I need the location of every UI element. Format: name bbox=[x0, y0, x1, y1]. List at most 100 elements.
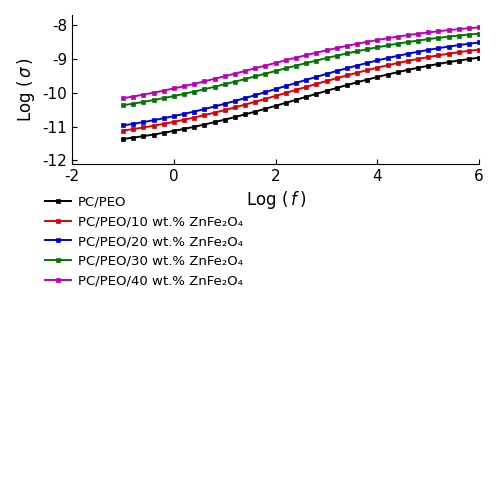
PC/PEO bbox=[283, 100, 289, 106]
PC/PEO/30 wt.% ZnFe₂O₄ bbox=[303, 60, 309, 66]
PC/PEO/30 wt.% ZnFe₂O₄ bbox=[232, 78, 238, 84]
PC/PEO/10 wt.% ZnFe₂O₄ bbox=[191, 114, 197, 120]
PC/PEO/40 wt.% ZnFe₂O₄ bbox=[222, 73, 228, 79]
PC/PEO/10 wt.% ZnFe₂O₄ bbox=[252, 99, 258, 105]
PC/PEO/20 wt.% ZnFe₂O₄ bbox=[323, 71, 329, 77]
PC/PEO/30 wt.% ZnFe₂O₄ bbox=[385, 42, 391, 48]
PC/PEO bbox=[476, 54, 482, 60]
PC/PEO bbox=[191, 124, 197, 130]
PC/PEO/20 wt.% ZnFe₂O₄ bbox=[212, 104, 218, 110]
PC/PEO/10 wt.% ZnFe₂O₄ bbox=[181, 117, 187, 123]
PC/PEO/10 wt.% ZnFe₂O₄ bbox=[405, 58, 411, 64]
PC/PEO bbox=[262, 106, 268, 112]
PC/PEO/20 wt.% ZnFe₂O₄ bbox=[415, 49, 421, 55]
PC/PEO/30 wt.% ZnFe₂O₄ bbox=[323, 55, 329, 61]
PC/PEO/20 wt.% ZnFe₂O₄ bbox=[202, 106, 208, 112]
PC/PEO/20 wt.% ZnFe₂O₄ bbox=[272, 86, 278, 92]
PC/PEO/20 wt.% ZnFe₂O₄ bbox=[425, 47, 431, 53]
PC/PEO bbox=[334, 85, 340, 91]
PC/PEO/10 wt.% ZnFe₂O₄ bbox=[202, 112, 208, 118]
PC/PEO/40 wt.% ZnFe₂O₄ bbox=[232, 70, 238, 76]
PC/PEO/20 wt.% ZnFe₂O₄ bbox=[191, 108, 197, 114]
PC/PEO/10 wt.% ZnFe₂O₄ bbox=[354, 70, 360, 75]
PC/PEO/10 wt.% ZnFe₂O₄ bbox=[364, 67, 370, 73]
PC/PEO/40 wt.% ZnFe₂O₄ bbox=[283, 58, 289, 64]
PC/PEO/30 wt.% ZnFe₂O₄ bbox=[171, 93, 177, 99]
PC/PEO/10 wt.% ZnFe₂O₄ bbox=[171, 119, 177, 125]
PC/PEO/30 wt.% ZnFe₂O₄ bbox=[252, 74, 258, 80]
PC/PEO/10 wt.% ZnFe₂O₄ bbox=[140, 124, 146, 130]
PC/PEO bbox=[446, 59, 452, 65]
PC/PEO/10 wt.% ZnFe₂O₄ bbox=[323, 78, 329, 84]
PC/PEO/20 wt.% ZnFe₂O₄ bbox=[405, 50, 411, 56]
PC/PEO/10 wt.% ZnFe₂O₄ bbox=[130, 126, 136, 132]
PC/PEO/20 wt.% ZnFe₂O₄ bbox=[120, 122, 126, 128]
PC/PEO/30 wt.% ZnFe₂O₄ bbox=[283, 66, 289, 71]
PC/PEO/20 wt.% ZnFe₂O₄ bbox=[456, 42, 462, 48]
PC/PEO/20 wt.% ZnFe₂O₄ bbox=[374, 58, 380, 64]
PC/PEO/20 wt.% ZnFe₂O₄ bbox=[151, 117, 157, 123]
PC/PEO/40 wt.% ZnFe₂O₄ bbox=[405, 32, 411, 38]
PC/PEO bbox=[456, 58, 462, 64]
PC/PEO/10 wt.% ZnFe₂O₄ bbox=[344, 72, 350, 78]
PC/PEO/10 wt.% ZnFe₂O₄ bbox=[303, 84, 309, 90]
PC/PEO bbox=[344, 82, 350, 88]
PC/PEO/40 wt.% ZnFe₂O₄ bbox=[364, 39, 370, 45]
PC/PEO/30 wt.% ZnFe₂O₄ bbox=[242, 76, 248, 82]
PC/PEO bbox=[364, 76, 370, 82]
PC/PEO/40 wt.% ZnFe₂O₄ bbox=[191, 81, 197, 87]
PC/PEO bbox=[222, 116, 228, 122]
PC/PEO/20 wt.% ZnFe₂O₄ bbox=[130, 121, 136, 127]
X-axis label: Log $(\,f\,)$: Log $(\,f\,)$ bbox=[246, 189, 306, 211]
PC/PEO/30 wt.% ZnFe₂O₄ bbox=[334, 52, 340, 59]
PC/PEO/10 wt.% ZnFe₂O₄ bbox=[395, 60, 401, 66]
PC/PEO/30 wt.% ZnFe₂O₄ bbox=[436, 35, 442, 41]
Y-axis label: Log $(\,\sigma\,)$: Log $(\,\sigma\,)$ bbox=[15, 57, 37, 122]
PC/PEO/40 wt.% ZnFe₂O₄ bbox=[272, 60, 278, 66]
PC/PEO/30 wt.% ZnFe₂O₄ bbox=[425, 36, 431, 42]
PC/PEO/40 wt.% ZnFe₂O₄ bbox=[374, 37, 380, 43]
PC/PEO/30 wt.% ZnFe₂O₄ bbox=[130, 100, 136, 106]
PC/PEO bbox=[130, 134, 136, 140]
PC/PEO/10 wt.% ZnFe₂O₄ bbox=[262, 96, 268, 102]
PC/PEO bbox=[354, 80, 360, 86]
PC/PEO/10 wt.% ZnFe₂O₄ bbox=[242, 102, 248, 107]
PC/PEO bbox=[140, 133, 146, 139]
PC/PEO/30 wt.% ZnFe₂O₄ bbox=[405, 39, 411, 45]
PC/PEO/20 wt.% ZnFe₂O₄ bbox=[364, 60, 370, 66]
PC/PEO/20 wt.% ZnFe₂O₄ bbox=[181, 111, 187, 117]
PC/PEO/30 wt.% ZnFe₂O₄ bbox=[395, 40, 401, 46]
PC/PEO/10 wt.% ZnFe₂O₄ bbox=[151, 122, 157, 128]
PC/PEO/40 wt.% ZnFe₂O₄ bbox=[242, 68, 248, 74]
PC/PEO bbox=[151, 132, 157, 138]
PC/PEO/40 wt.% ZnFe₂O₄ bbox=[415, 30, 421, 36]
PC/PEO/30 wt.% ZnFe₂O₄ bbox=[364, 46, 370, 52]
PC/PEO bbox=[313, 91, 319, 97]
PC/PEO/10 wt.% ZnFe₂O₄ bbox=[385, 62, 391, 68]
PC/PEO/30 wt.% ZnFe₂O₄ bbox=[415, 38, 421, 44]
PC/PEO/20 wt.% ZnFe₂O₄ bbox=[395, 53, 401, 59]
PC/PEO/10 wt.% ZnFe₂O₄ bbox=[212, 110, 218, 116]
PC/PEO/10 wt.% ZnFe₂O₄ bbox=[415, 56, 421, 62]
PC/PEO/40 wt.% ZnFe₂O₄ bbox=[476, 24, 482, 30]
PC/PEO/10 wt.% ZnFe₂O₄ bbox=[283, 90, 289, 96]
PC/PEO bbox=[161, 130, 167, 136]
PC/PEO/40 wt.% ZnFe₂O₄ bbox=[262, 62, 268, 68]
PC/PEO/20 wt.% ZnFe₂O₄ bbox=[140, 119, 146, 125]
PC/PEO bbox=[272, 103, 278, 109]
PC/PEO/40 wt.% ZnFe₂O₄ bbox=[171, 86, 177, 91]
PC/PEO/20 wt.% ZnFe₂O₄ bbox=[262, 89, 268, 95]
Line: PC/PEO/20 wt.% ZnFe₂O₄: PC/PEO/20 wt.% ZnFe₂O₄ bbox=[121, 40, 482, 128]
PC/PEO/40 wt.% ZnFe₂O₄ bbox=[323, 48, 329, 54]
PC/PEO/30 wt.% ZnFe₂O₄ bbox=[181, 91, 187, 97]
PC/PEO/20 wt.% ZnFe₂O₄ bbox=[283, 83, 289, 89]
PC/PEO/40 wt.% ZnFe₂O₄ bbox=[344, 43, 350, 49]
PC/PEO/30 wt.% ZnFe₂O₄ bbox=[456, 32, 462, 38]
PC/PEO bbox=[385, 72, 391, 78]
PC/PEO/20 wt.% ZnFe₂O₄ bbox=[344, 65, 350, 71]
PC/PEO/40 wt.% ZnFe₂O₄ bbox=[466, 25, 472, 31]
PC/PEO/20 wt.% ZnFe₂O₄ bbox=[313, 74, 319, 80]
PC/PEO/10 wt.% ZnFe₂O₄ bbox=[456, 49, 462, 55]
PC/PEO bbox=[466, 56, 472, 62]
PC/PEO/40 wt.% ZnFe₂O₄ bbox=[456, 26, 462, 32]
